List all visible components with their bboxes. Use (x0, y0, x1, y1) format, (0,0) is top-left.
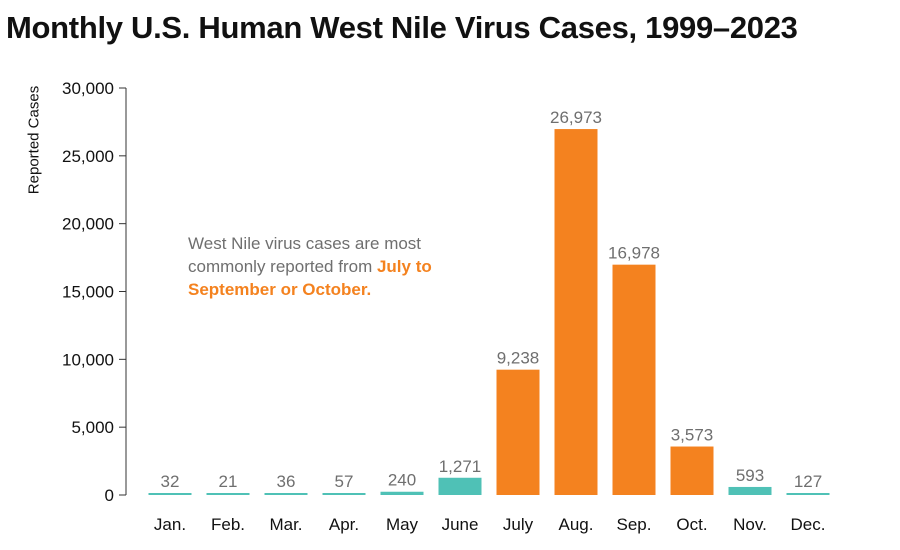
value-label: 3,573 (671, 426, 714, 445)
value-label: 240 (388, 471, 416, 490)
bar-july (496, 369, 540, 495)
value-label: 9,238 (497, 349, 540, 368)
x-tick-label: Oct. (676, 515, 707, 534)
value-label: 57 (335, 472, 354, 491)
value-label: 21 (219, 472, 238, 491)
x-tick-label: Sep. (617, 515, 652, 534)
x-tick-label: Apr. (329, 515, 359, 534)
x-tick-label: June (442, 515, 479, 534)
bar-oct (670, 446, 714, 495)
y-tick-label: 0 (105, 486, 114, 505)
bar-feb (206, 493, 250, 495)
bar-jan (148, 493, 192, 495)
y-tick-label: 20,000 (62, 215, 114, 234)
y-tick-label: 10,000 (62, 350, 114, 369)
value-label: 127 (794, 472, 822, 491)
value-label: 1,271 (439, 457, 482, 476)
x-tick-label: May (386, 515, 419, 534)
bar-aug (554, 129, 598, 496)
y-tick-label: 5,000 (71, 418, 114, 437)
x-tick-label: Jan. (154, 515, 186, 534)
value-label: 26,973 (550, 108, 602, 127)
x-tick-label: Aug. (559, 515, 594, 534)
x-tick-label: July (503, 515, 534, 534)
value-label: 36 (277, 472, 296, 491)
value-label: 16,978 (608, 244, 660, 263)
bar-nov (728, 486, 772, 495)
chart-title: Monthly U.S. Human West Nile Virus Cases… (6, 10, 798, 45)
bar-may (380, 491, 424, 495)
x-tick-label: Feb. (211, 515, 245, 534)
value-label: 32 (161, 472, 180, 491)
bar-sep (612, 264, 656, 495)
callout-highlight: July to September or October. (188, 257, 432, 299)
y-tick-label: 30,000 (62, 79, 114, 98)
callout-text: West Nile virus cases are most commonly … (188, 234, 422, 276)
callout-annotation: West Nile virus cases are most commonly … (188, 232, 458, 301)
y-tick-label: 15,000 (62, 283, 114, 302)
value-label: 593 (736, 466, 764, 485)
bar-june (438, 477, 482, 495)
bar-mar (264, 493, 308, 495)
bar-apr (322, 493, 366, 495)
bar-dec (786, 493, 830, 495)
x-tick-label: Mar. (269, 515, 302, 534)
x-tick-label: Nov. (733, 515, 767, 534)
y-tick-label: 25,000 (62, 147, 114, 166)
x-tick-label: Dec. (791, 515, 826, 534)
